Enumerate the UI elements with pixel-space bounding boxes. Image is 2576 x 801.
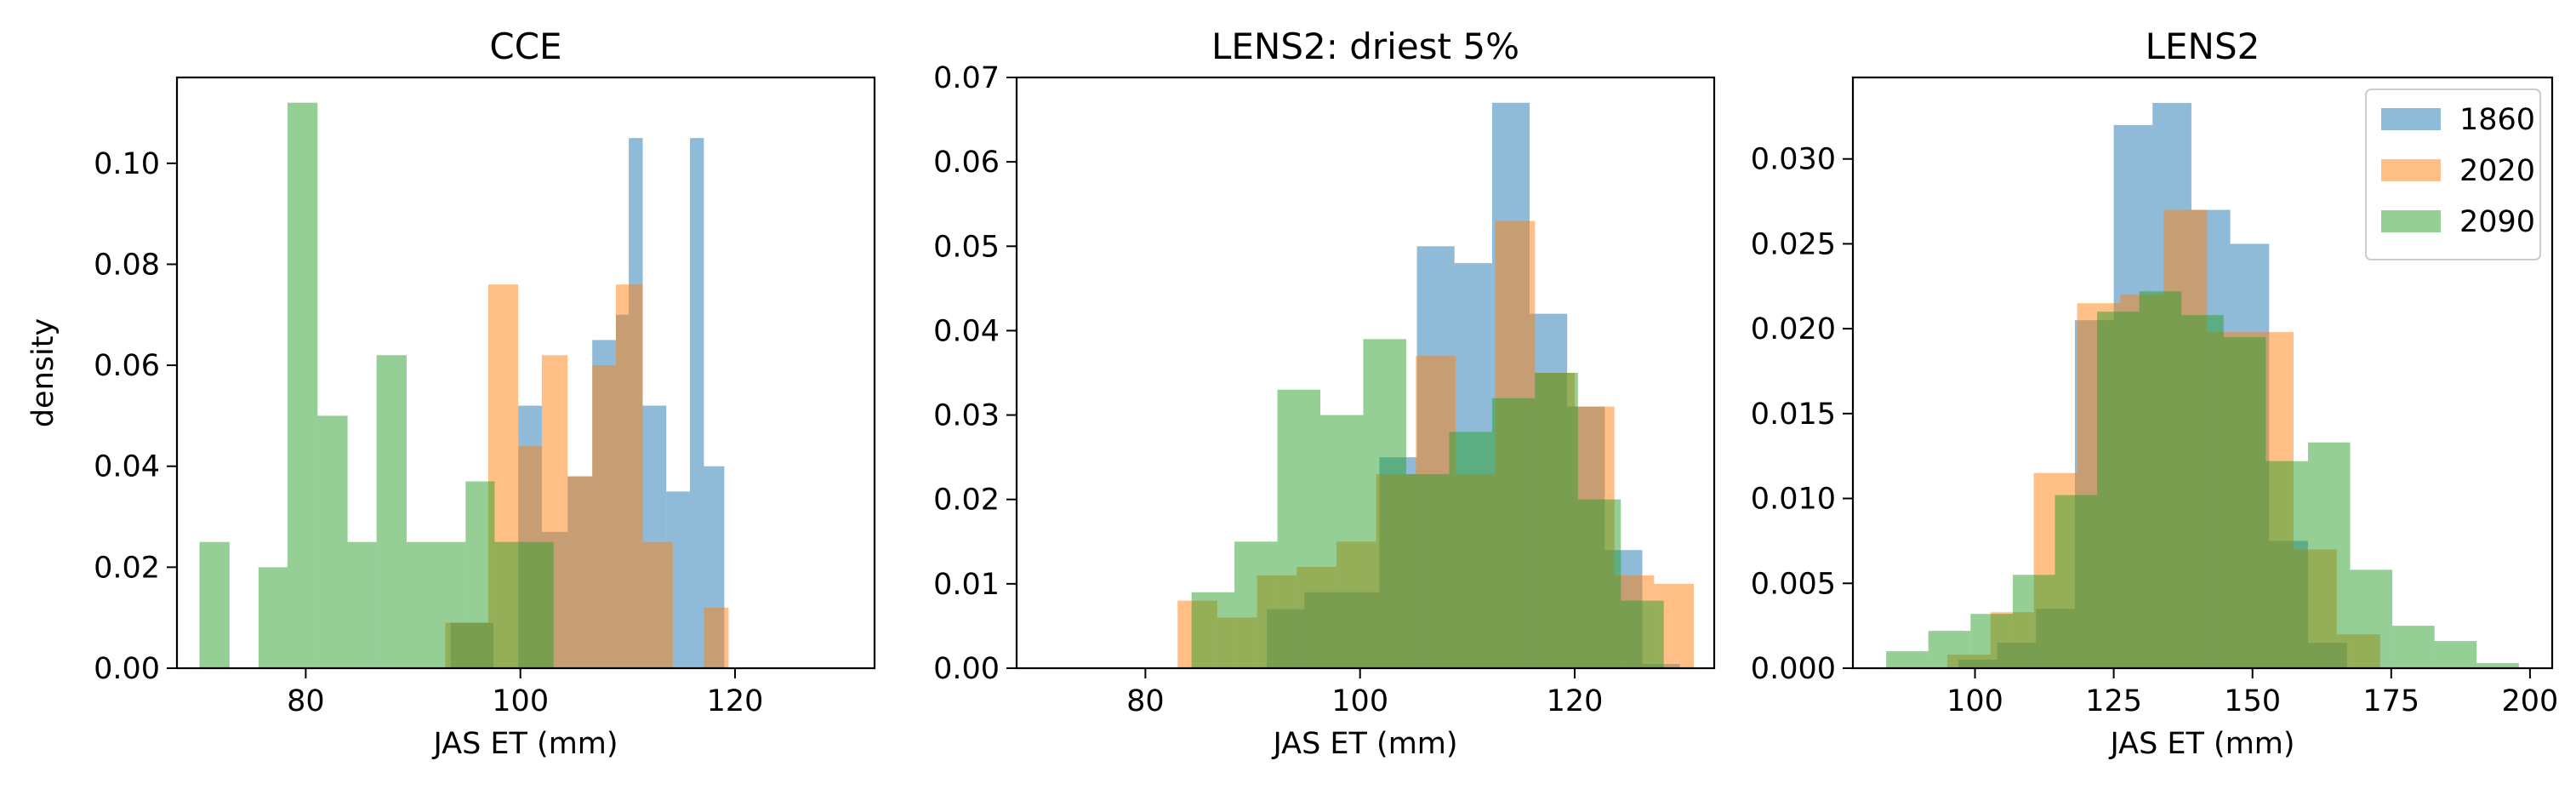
bar-2090-14 [2476, 663, 2519, 668]
bar-2090-4 [1363, 339, 1406, 668]
y-tick-label: 0.08 [94, 248, 160, 282]
x-axis-label: JAS ET (mm) [1271, 727, 1457, 761]
panel-title: CCE [489, 26, 561, 67]
y-tick-label: 0.020 [1751, 312, 1836, 346]
bar-2090-1 [1234, 541, 1278, 668]
x-tick-label: 100 [1331, 684, 1388, 718]
bars [1886, 102, 2519, 668]
bar-2090-3 [1320, 415, 1364, 668]
x-tick-label: 200 [2501, 684, 2558, 718]
y-tick-label: 0.000 [1751, 652, 1836, 686]
x-tick-label: 80 [1126, 684, 1165, 718]
axes-frame [1851, 76, 2554, 670]
x-tick-label: 150 [2224, 684, 2281, 718]
bar-2090-0 [199, 541, 230, 668]
bar-2090-4 [2055, 495, 2098, 668]
bar-2090-10 [524, 541, 554, 668]
bar-2090-8 [1535, 373, 1578, 668]
bar-2020-4 [567, 476, 593, 668]
y-tick-label: 0.06 [933, 146, 1000, 180]
y-tick-label: 0.01 [933, 568, 1000, 602]
y-tick-label: 0.06 [94, 349, 160, 383]
y-tick-label: 0.03 [933, 399, 1000, 433]
panel-title: LENS2: driest 5% [1211, 26, 1519, 67]
panel-lens2: LENS2 JAS ET (mm) 1860 2020 2090 100 125 1… [1751, 26, 2559, 761]
bars [199, 102, 729, 668]
legend-swatch-1860 [2381, 108, 2441, 130]
x-tick-label: 80 [287, 684, 325, 718]
bar-2090-5 [376, 355, 407, 668]
bar-2090-1 [258, 567, 288, 668]
panel-title: LENS2 [2146, 26, 2260, 67]
bar-2090-9 [494, 541, 525, 668]
bars [1177, 102, 1695, 668]
y-tick-label: 0.010 [1751, 483, 1836, 517]
bar-2090-6 [2139, 291, 2182, 668]
bar-2090-6 [1449, 432, 1492, 668]
bar-2090-10 [1621, 600, 1664, 668]
x-tick-label: 120 [1547, 684, 1604, 718]
bar-2090-10 [2307, 442, 2351, 668]
y-tick-label: 0.02 [933, 483, 1000, 518]
bar-2090-1 [1928, 631, 1971, 668]
x-tick-label: 120 [707, 684, 764, 718]
legend-label-2020: 2020 [2459, 154, 2535, 188]
bar-2090-5 [2097, 312, 2140, 668]
bar-2090-3 [317, 415, 348, 668]
y-tick-label: 0.015 [1751, 398, 1836, 432]
x-tick-label: 175 [2362, 684, 2419, 718]
y-tick-label: 0.00 [933, 652, 1000, 686]
y-tick-label: 0.10 [94, 147, 160, 181]
panel-lens2-driest: LENS2: driest 5% JAS ET (mm) 80 100 120 0.0… [933, 26, 1716, 761]
y-tick-label: 0.030 [1751, 143, 1836, 177]
y-tick-label: 0.05 [933, 230, 1000, 264]
bar-2020-7 [642, 541, 673, 668]
y-tick-label: 0.04 [94, 450, 160, 484]
legend-label-1860: 1860 [2459, 103, 2535, 137]
y-axis-label: density [26, 318, 60, 427]
panel-cce: CCE JAS ET (mm) density 80 100 120 0.00 0.02… [26, 26, 876, 761]
legend: 1860 2020 2090 [2365, 89, 2541, 260]
bar-2090-11 [2350, 569, 2393, 668]
bar-2090-8 [2223, 337, 2266, 668]
bar-2090-12 [2392, 626, 2435, 668]
y-tick-label: 0.07 [933, 61, 1000, 95]
bar-2090-4 [347, 541, 377, 668]
x-tick-label: 100 [492, 684, 549, 718]
bar-2090-6 [406, 541, 436, 668]
bar-2090-3 [2012, 575, 2055, 668]
legend-swatch-2020 [2381, 159, 2441, 181]
bar-1860-9 [690, 138, 704, 668]
bar-2090-8 [465, 481, 495, 668]
bar-2090-5 [1405, 473, 1450, 668]
bar-2090-9 [1577, 499, 1621, 668]
x-tick-label: 100 [1946, 684, 2003, 718]
bar-2090-0 [1191, 592, 1235, 668]
x-axis-label: JAS ET (mm) [431, 727, 618, 761]
x-tick-label: 125 [2085, 684, 2142, 718]
y-tick-label: 0.02 [94, 551, 160, 585]
y-tick-label: 0.04 [933, 314, 1000, 348]
bar-2090-2 [1970, 614, 2013, 668]
bar-2090-7 [2181, 315, 2224, 668]
legend-label-2090: 2090 [2459, 205, 2535, 239]
axes-frame [175, 76, 876, 670]
bar-2020-6 [615, 284, 643, 668]
y-tick-label: 0.00 [94, 652, 160, 686]
bar-2090-7 [436, 541, 466, 668]
bar-2020-5 [592, 365, 616, 668]
y-tick-label: 0.025 [1751, 227, 1836, 261]
bar-2090-7 [1491, 398, 1536, 668]
bar-2090-9 [2265, 461, 2308, 668]
x-axis-label: JAS ET (mm) [2108, 727, 2294, 761]
legend-swatch-2090 [2381, 210, 2441, 232]
y-tick-label: 0.005 [1751, 567, 1836, 601]
bar-2020-8 [704, 607, 729, 668]
bar-2090-13 [2434, 641, 2477, 668]
axes-frame [1015, 76, 1716, 670]
bar-2090-2 [1277, 389, 1321, 668]
bar-2090-2 [287, 102, 318, 668]
bar-2090-0 [1886, 651, 1929, 668]
